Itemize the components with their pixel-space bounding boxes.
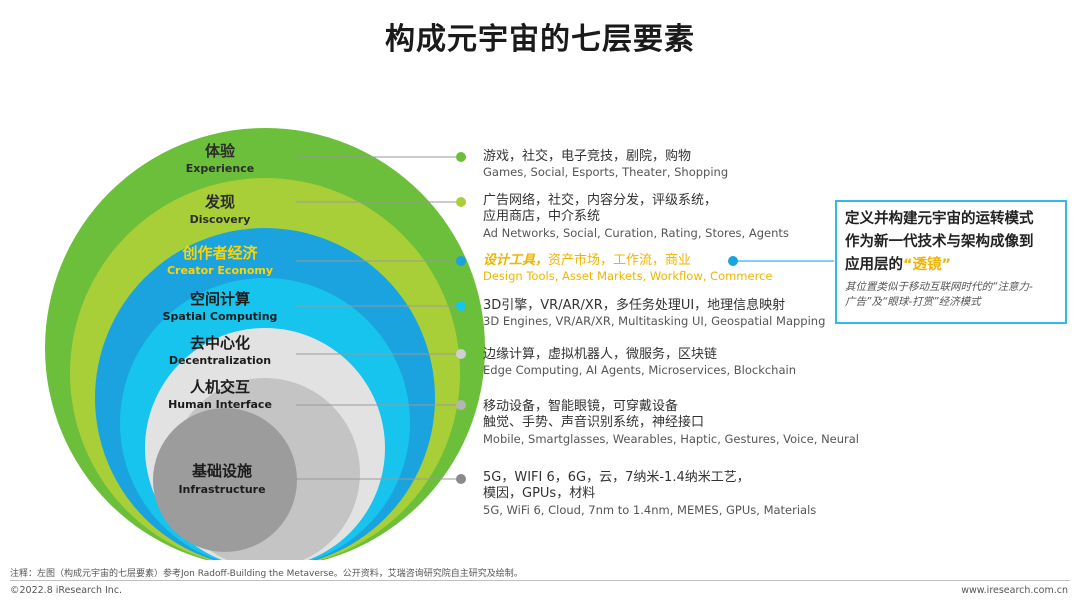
layer-desc-spatial-computing: 3D引擎，VR/AR/XR，多任务处理UI，地理信息映射 3D Engines,… [483,298,825,329]
bullet-dot [456,400,466,410]
callout-note-line: 广告”及“眼球-打赏”经济模式 [845,295,981,308]
copyright: ©2022.8 iResearch Inc. [10,585,123,596]
layer-label-en: Infrastructure [178,483,265,496]
bullet-dot [456,301,466,311]
desc-zh-line: 设计工具，资产市场，工作流，商业 [483,253,772,269]
bullet-dot [456,256,466,266]
callout-highlight: “透镜” [903,257,952,274]
callout-box: 定义并构建元宇宙的运转模式 作为新一代技术与架构成像到 应用层的“透镜” 其位置… [835,200,1067,324]
bullet-dot [456,349,466,359]
layer-desc-experience: 游戏，社交，电子竞技，剧院，购物 Games, Social, Esports,… [483,149,728,180]
page-title: 构成元宇宙的七层要素 [385,22,695,57]
layer-circle-infrastructure [153,408,297,552]
desc-en-line: 5G, WiFi 6, Cloud, 7nm to 1.4nm, MEMES, … [483,502,817,517]
layer-desc-decentralization: 边缘计算，虚拟机器人，微服务，区块链 Edge Computing, AI Ag… [483,347,796,378]
desc-zh-line: 3D引擎，VR/AR/XR，多任务处理UI，地理信息映射 [483,298,786,313]
layer-label-en: Spatial Computing [163,310,278,323]
bullet-dot [456,197,466,207]
desc-zh-line: 移动设备，智能眼镜，可穿戴设备 [483,399,679,414]
layer-label-zh: 发现 [204,193,235,211]
footer-divider [10,580,1070,581]
layer-label-zh: 体验 [205,142,236,160]
desc-zh-line: 广告网络，社交，内容分发，评级系统， [483,193,718,208]
desc-zh-rest: 资产市场，工作流，商业 [548,253,692,268]
layer-label-en: Experience [186,162,254,175]
desc-en-line: Games, Social, Esports, Theater, Shoppin… [483,165,729,180]
callout-line: 作为新一代技术与架构成像到 [845,234,1034,251]
callout-connector-dot [728,256,738,266]
bullet-dot [456,152,466,162]
layer-label-en: Human Interface [168,398,272,411]
desc-en-line: Design Tools, Asset Markets, Workflow, C… [483,269,773,284]
layer-label-zh: 基础设施 [191,462,252,480]
layer-label-zh: 创作者经济 [181,244,258,262]
layer-desc-human-interface: 移动设备，智能眼镜，可穿戴设备 触觉、手势、声音识别系统，神经接口 Mobile… [483,399,859,446]
desc-zh-line: 应用商店，中介系统 [483,209,601,225]
desc-en-line: 3D Engines, VR/AR/XR, Multitasking UI, G… [483,314,826,329]
desc-zh-line: 触觉、手势、声音识别系统，神经接口 [483,415,705,431]
source-note: 注释：左图（构成元宇宙的七层要素）参考Jon Radoff-Building t… [10,569,523,579]
layer-label-en: Discovery [190,213,251,226]
bullet-dot [456,474,466,484]
layer-desc-infrastructure: 5G，WIFI 6，6G，云，7纳米-1.4纳米工艺， 模因，GPUs，材料 5… [483,470,816,517]
desc-en-line: Edge Computing, AI Agents, Microservices… [483,363,797,378]
layer-label-en: Creator Economy [167,264,273,277]
desc-en-line: Mobile, Smartglasses, Wearables, Haptic,… [483,431,860,446]
layer-label-zh: 人机交互 [190,378,250,396]
layer-diagram: 体验 Experience 发现 Discovery 创作者经济 Creator… [45,128,834,560]
layer-desc-discovery: 广告网络，社交，内容分发，评级系统， 应用商店，中介系统 Ad Networks… [483,193,789,240]
layer-label-zh: 去中心化 [190,334,250,352]
layer-label-en: Decentralization [169,354,271,367]
callout-line-prefix: 应用层的 [845,257,903,274]
callout-line: 应用层的“透镜” [845,254,1057,277]
desc-zh-line: 模因，GPUs，材料 [483,486,596,502]
desc-zh-line: 游戏，社交，电子竞技，剧院，购物 [483,149,692,164]
desc-zh-line: 5G，WIFI 6，6G，云，7纳米-1.4纳米工艺， [483,470,750,485]
callout-note-line: 其位置类似于移动互联网时代的“注意力- [845,280,1033,293]
website-link[interactable]: www.iresearch.com.cn [961,585,1068,596]
desc-en-line: Ad Networks, Social, Curation, Rating, S… [483,225,789,240]
desc-emphasis: 设计工具， [483,253,549,268]
desc-zh-line: 边缘计算，虚拟机器人，微服务，区块链 [483,347,718,362]
callout-note: 其位置类似于移动互联网时代的“注意力- 广告”及“眼球-打赏”经济模式 [845,280,1057,310]
callout-line: 定义并构建元宇宙的运转模式 [845,211,1034,227]
layer-label-zh: 空间计算 [190,290,250,308]
layer-desc-creator-economy: 设计工具，资产市场，工作流，商业 Design Tools, Asset Mar… [483,253,772,284]
